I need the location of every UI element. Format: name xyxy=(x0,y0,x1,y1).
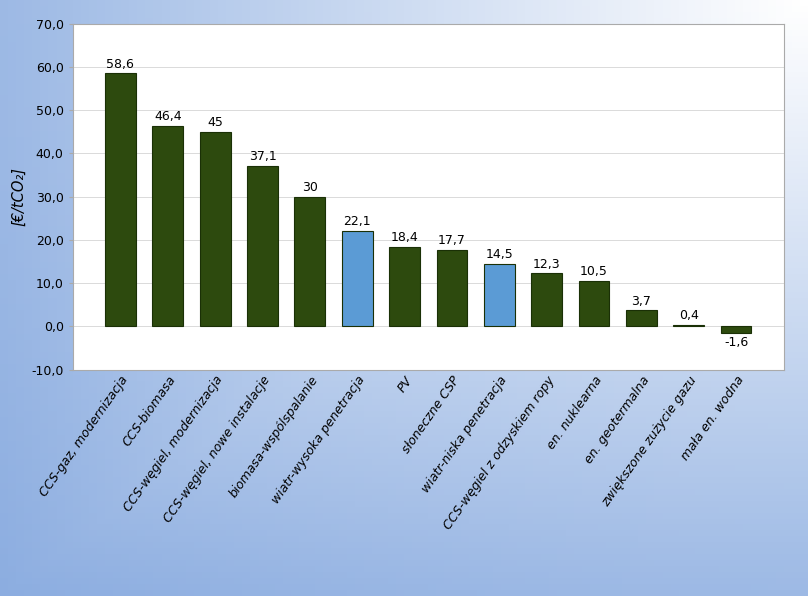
Bar xyxy=(294,197,326,327)
Text: 30: 30 xyxy=(302,181,318,194)
Text: 0,4: 0,4 xyxy=(679,309,699,322)
Bar xyxy=(153,126,183,327)
Text: 12,3: 12,3 xyxy=(532,257,561,271)
Bar xyxy=(389,247,420,327)
Bar xyxy=(579,281,609,327)
Text: 22,1: 22,1 xyxy=(343,215,371,228)
Text: 46,4: 46,4 xyxy=(154,110,182,123)
Bar xyxy=(673,325,704,327)
Text: 3,7: 3,7 xyxy=(631,295,651,308)
Y-axis label: [€/tCO₂]: [€/tCO₂] xyxy=(11,167,26,226)
Bar xyxy=(200,132,230,327)
Bar xyxy=(247,166,278,327)
Text: 37,1: 37,1 xyxy=(249,150,276,163)
Text: 58,6: 58,6 xyxy=(107,57,134,70)
Bar xyxy=(626,311,657,327)
Text: 17,7: 17,7 xyxy=(438,234,466,247)
Bar xyxy=(105,73,136,327)
Bar xyxy=(342,231,372,327)
Bar xyxy=(721,327,751,333)
Bar xyxy=(484,263,515,327)
Text: 18,4: 18,4 xyxy=(391,231,419,244)
Text: 45: 45 xyxy=(207,116,223,129)
Bar xyxy=(531,273,562,327)
Text: -1,6: -1,6 xyxy=(724,336,748,349)
Bar xyxy=(436,250,467,327)
Text: 14,5: 14,5 xyxy=(486,248,513,261)
Text: 10,5: 10,5 xyxy=(580,265,608,278)
